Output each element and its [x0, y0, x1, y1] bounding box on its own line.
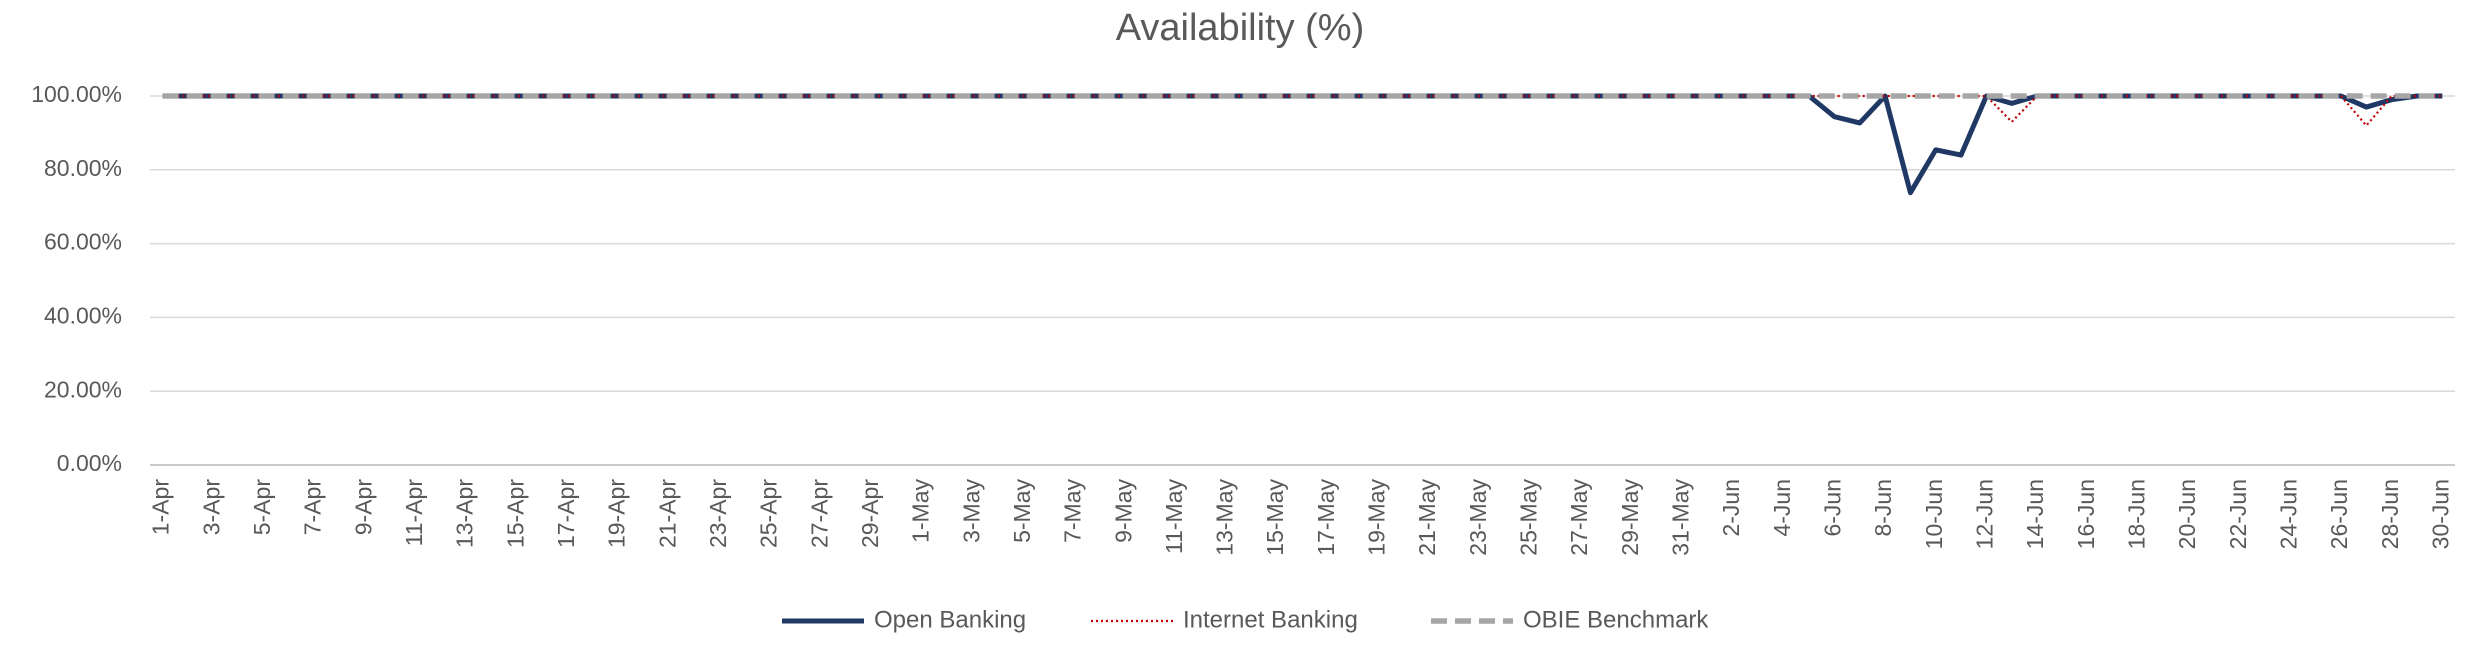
x-tick-label: 15-May — [1262, 479, 1288, 556]
x-tick-label: 29-Apr — [857, 479, 883, 548]
x-tick-label: 3-May — [958, 479, 984, 543]
x-tick-label: 26-Jun — [2326, 479, 2352, 549]
x-tick-label: 9-Apr — [350, 479, 376, 536]
x-tick-label: 14-Jun — [2022, 479, 2048, 549]
x-tick-label: 5-Apr — [249, 479, 275, 536]
y-tick-label: 0.00% — [57, 450, 122, 476]
x-tick-label: 10-Jun — [1921, 479, 1947, 549]
chart-title: Availability (%) — [1116, 7, 1364, 49]
x-tick-label: 23-Apr — [705, 479, 731, 548]
x-tick-label: 23-May — [1465, 479, 1491, 556]
x-tick-label: 3-Apr — [198, 479, 224, 536]
x-tick-label: 9-May — [1110, 479, 1136, 543]
x-tick-label: 5-May — [1009, 479, 1035, 543]
x-tick-label: 31-May — [1668, 479, 1694, 556]
x-tick-label: 13-May — [1212, 479, 1238, 556]
x-tick-label: 1-Apr — [148, 479, 174, 536]
x-tick-label: 4-Jun — [1769, 479, 1795, 537]
x-tick-label: 27-May — [1566, 479, 1592, 556]
series-line — [162, 93, 2443, 196]
x-tick-label: 30-Jun — [2427, 479, 2453, 549]
x-tick-label: 16-Jun — [2073, 479, 2099, 549]
x-tick-label: 18-Jun — [2123, 479, 2149, 549]
series-line — [162, 94, 2443, 127]
x-tick-label: 7-Apr — [300, 479, 326, 536]
x-tick-label: 6-Jun — [1820, 479, 1846, 537]
y-tick-label: 100.00% — [31, 81, 122, 107]
x-tick-label: 8-Jun — [1870, 479, 1896, 537]
x-tick-label: 11-Apr — [401, 479, 427, 547]
legend-label: Internet Banking — [1183, 606, 1358, 633]
x-tick-label: 28-Jun — [2377, 479, 2403, 549]
y-tick-label: 80.00% — [44, 155, 122, 181]
x-tick-label: 13-Apr — [452, 479, 478, 548]
x-tick-label: 19-May — [1364, 479, 1390, 556]
x-tick-label: 19-Apr — [604, 479, 630, 548]
legend-label: Open Banking — [874, 606, 1026, 633]
legend-label: OBIE Benchmark — [1523, 606, 1709, 633]
x-tick-label: 17-May — [1313, 479, 1339, 556]
x-tick-label: 2-Jun — [1718, 479, 1744, 537]
x-tick-label: 29-May — [1617, 479, 1643, 556]
x-tick-label: 20-Jun — [2174, 479, 2200, 549]
x-tick-label: 24-Jun — [2275, 479, 2301, 549]
y-tick-label: 60.00% — [44, 229, 122, 255]
x-tick-label: 7-May — [1060, 479, 1086, 543]
x-tick-label: 25-Apr — [756, 479, 782, 548]
x-tick-label: 11-May — [1161, 479, 1187, 554]
x-tick-label: 12-Jun — [1971, 479, 1997, 549]
x-tick-label: 27-Apr — [806, 479, 832, 548]
x-tick-label: 15-Apr — [502, 479, 528, 548]
x-tick-label: 21-Apr — [654, 479, 680, 548]
x-tick-label: 25-May — [1516, 479, 1542, 556]
x-tick-label: 21-May — [1414, 479, 1440, 556]
x-tick-label: 1-May — [908, 479, 934, 543]
y-tick-label: 20.00% — [44, 376, 122, 402]
y-tick-label: 40.00% — [44, 302, 122, 328]
x-tick-label: 22-Jun — [2225, 479, 2251, 549]
x-tick-label: 17-Apr — [553, 479, 579, 548]
